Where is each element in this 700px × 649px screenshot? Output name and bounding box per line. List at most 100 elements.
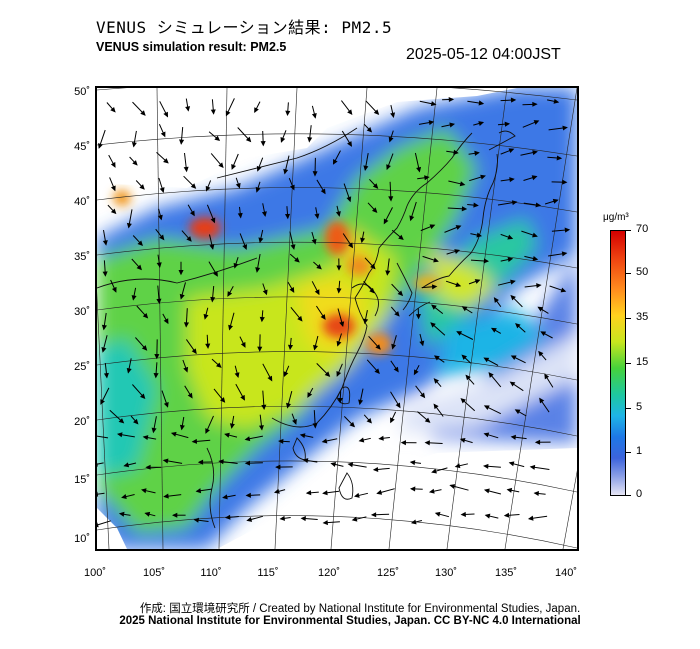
wind-arrow-head [366, 418, 372, 424]
wind-arrow-head [433, 257, 439, 263]
wind-arrow-head [213, 270, 218, 277]
wind-arrow-head [313, 344, 319, 351]
wind-arrow-head [203, 313, 209, 320]
wind-arrow-head [172, 512, 178, 518]
wind-arrow-head [111, 286, 117, 293]
wind-arrow-head [275, 464, 281, 470]
wind-arrow-head [506, 487, 513, 493]
wind-arrow-head [283, 168, 289, 175]
wind-arrow-head [509, 177, 515, 183]
wind-arrow-head [132, 160, 138, 166]
latitude-label: 50˚ [74, 86, 90, 98]
colorbar-label: 5 [636, 401, 643, 413]
wind-arrow-head [255, 186, 261, 193]
wind-arrow-head [302, 458, 309, 464]
wind-arrow-head [102, 271, 108, 277]
forecast-timestamp: 2025-05-12 04:00JST [406, 46, 561, 63]
wind-arrow-head [289, 287, 295, 293]
wind-arrow-head [424, 175, 430, 181]
wind-arrow-head [307, 392, 313, 398]
wind-arrow-head [312, 423, 318, 429]
wind-arrow-head [476, 232, 483, 238]
graticule [97, 88, 577, 549]
wind-arrow-head [455, 225, 462, 230]
wind-arrow-head [163, 401, 169, 408]
wind-arrow-head [100, 399, 105, 405]
longitude-label: 120˚ [317, 567, 341, 579]
wind-arrow-head [433, 355, 440, 361]
wind-vectors [97, 97, 571, 528]
wind-arrow-head [187, 392, 193, 399]
wind-arrow-head [311, 238, 317, 245]
wind-arrow-head [285, 110, 291, 117]
wind-arrow-head [157, 214, 163, 221]
wind-arrow-shaft [97, 435, 109, 439]
wind-arrow-head [434, 511, 441, 517]
wind-arrow-head [390, 112, 396, 119]
wind-arrow-head [460, 511, 466, 517]
wind-arrow-head [483, 258, 490, 264]
wind-arrow-head [144, 511, 151, 517]
wind-arrow-head [292, 419, 297, 425]
wind-arrow-head [197, 459, 204, 465]
wind-arrow-head [110, 185, 116, 192]
wind-arrow-head [537, 306, 544, 312]
wind-arrow-head [372, 183, 379, 189]
longitude-label: 105˚ [142, 567, 166, 579]
longitude-label: 125˚ [376, 567, 400, 579]
wind-arrow-head [431, 304, 437, 310]
wind-arrow-head [535, 202, 542, 208]
wind-arrow-head [428, 120, 435, 126]
wind-arrow-head [110, 208, 117, 215]
wind-arrow-head [430, 322, 436, 328]
colorbar-label: 50 [636, 266, 649, 278]
wind-arrow-head [503, 512, 510, 518]
wind-arrow-shaft [97, 520, 111, 526]
colorbar-tick [626, 230, 631, 231]
wind-arrow-head [289, 184, 295, 191]
wind-arrow-head [103, 372, 109, 379]
wind-arrow-head [483, 432, 490, 438]
wind-arrow-head [556, 155, 563, 161]
wind-arrow-head [347, 109, 353, 116]
wind-arrow-head [235, 182, 241, 189]
wind-arrow-head [375, 344, 381, 350]
wind-arrow-head [483, 488, 490, 494]
wind-arrow-head [448, 97, 455, 102]
wind-arrow-head [240, 394, 245, 401]
wind-arrow-head [145, 464, 151, 470]
wind-arrow-head [244, 436, 251, 442]
wind-arrow-head [258, 237, 264, 244]
wind-arrow-head [539, 397, 545, 404]
wind-arrow-head [299, 433, 306, 439]
latitude-label: 20˚ [74, 416, 90, 428]
longitude-label: 135˚ [494, 567, 518, 579]
wind-arrow-head [410, 519, 417, 525]
wind-arrow-head [278, 438, 284, 444]
wind-arrow-head [126, 367, 132, 374]
wind-arrow-head [388, 136, 394, 143]
wind-arrow-head [330, 462, 337, 468]
wind-arrow-head [508, 148, 515, 154]
wind-arrow-head [156, 298, 162, 305]
wind-arrow-head [372, 466, 379, 472]
wind-arrow-head [514, 409, 521, 415]
wind-arrow-head [532, 256, 539, 261]
wind-arrow-head [255, 267, 261, 273]
wind-arrow-head [400, 440, 407, 446]
wind-arrow-head [465, 374, 471, 381]
longitude-label: 100˚ [83, 567, 107, 579]
latitude-label: 15˚ [74, 474, 90, 486]
wind-arrow-head [170, 431, 177, 437]
wind-arrow-head [137, 240, 143, 247]
latitude-label: 45˚ [74, 141, 90, 153]
wind-arrow-head [483, 357, 490, 363]
longitude-label: 115˚ [257, 567, 279, 579]
wind-arrow-head [118, 511, 125, 517]
wind-arrow-head [360, 237, 366, 244]
wind-arrow-head [529, 464, 536, 470]
colorbar-tick [626, 318, 631, 319]
wind-arrow-head [424, 440, 430, 446]
wind-arrow-head [261, 404, 267, 411]
wind-arrow-head [191, 348, 197, 355]
